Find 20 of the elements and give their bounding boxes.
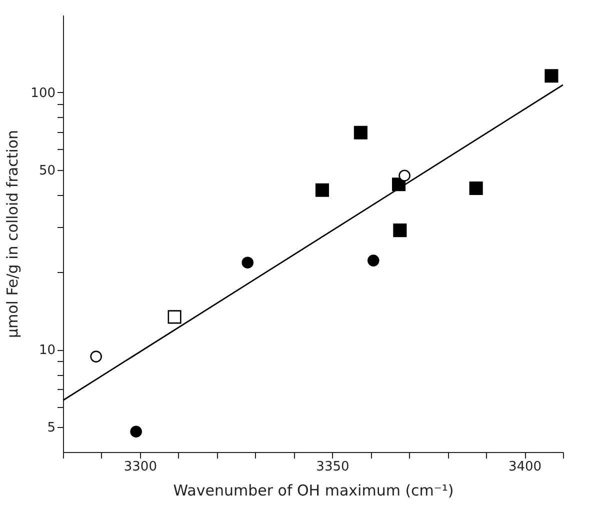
point	[130, 426, 142, 438]
point	[367, 254, 380, 266]
point	[354, 126, 368, 140]
point	[469, 182, 483, 196]
point	[398, 170, 410, 182]
point	[544, 69, 558, 83]
y-tick-label: 100	[30, 86, 56, 101]
y-tick-label: 5	[47, 420, 56, 436]
x-axis-title: Wavenumber of OH maximum (cm⁻¹)	[173, 482, 454, 500]
x-tick-label: 3300	[124, 460, 157, 474]
y-axis-title: μmol Fe/g in colloid fraction	[4, 130, 22, 338]
y-tick-label: 50	[38, 163, 56, 178]
point	[315, 183, 330, 197]
y-tick-label: 10	[38, 343, 56, 358]
x-tick-label: 3400	[508, 460, 542, 474]
x-tick-label: 3350	[316, 460, 350, 474]
point	[90, 350, 102, 362]
point	[393, 224, 407, 238]
point	[242, 256, 254, 268]
point	[168, 310, 182, 324]
